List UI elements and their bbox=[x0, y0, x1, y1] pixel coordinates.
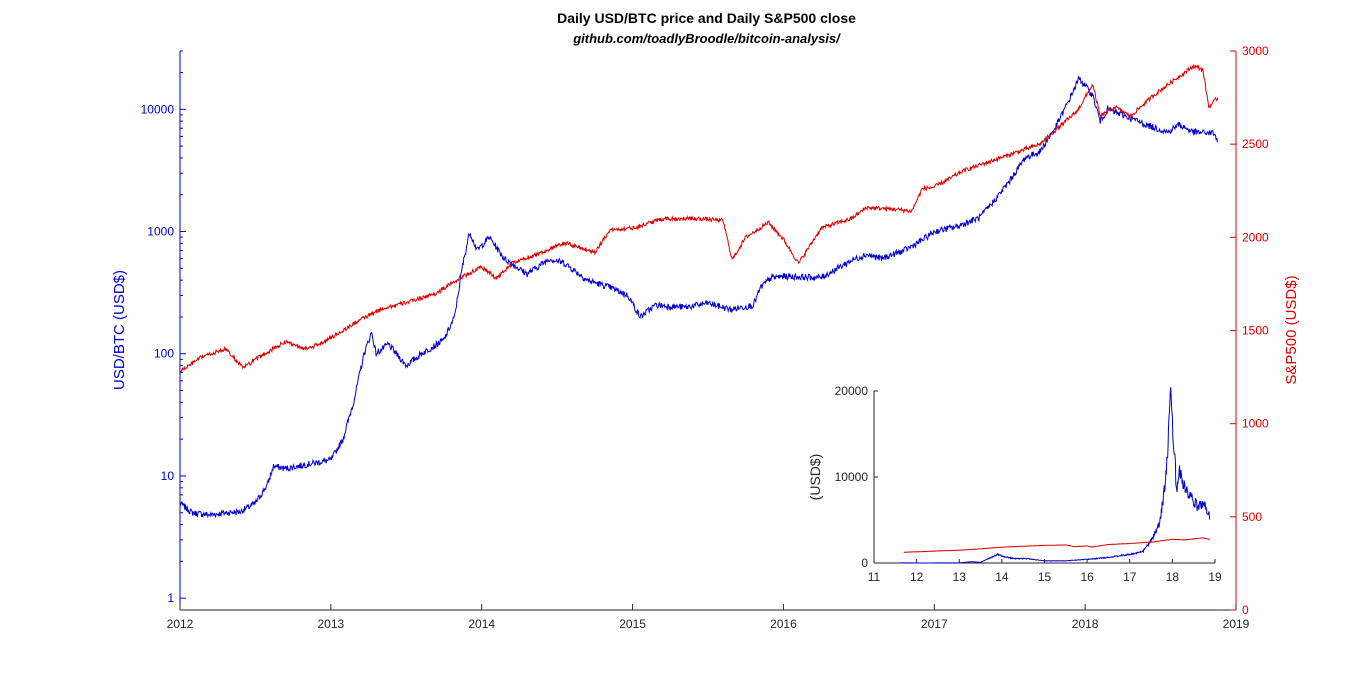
y-right-tick-label: 1500 bbox=[1242, 324, 1269, 338]
btc-price-line bbox=[179, 75, 1219, 519]
y-left-axis-label: USD/BTC (USD$) bbox=[111, 270, 128, 390]
inset-x-tick-label: 11 bbox=[868, 570, 881, 584]
inset-background bbox=[874, 391, 1215, 563]
y-right-tick-label: 500 bbox=[1242, 510, 1262, 524]
y-left-tick-label: 1000 bbox=[147, 225, 174, 239]
inset-y-tick-label: 0 bbox=[861, 556, 868, 570]
x-tick-label: 2015 bbox=[619, 617, 646, 631]
x-tick-label: 2016 bbox=[770, 617, 797, 631]
y-right-tick-label: 1000 bbox=[1242, 417, 1269, 431]
y-right-axis-label: S&P500 (USD$) bbox=[1283, 275, 1300, 384]
y-left-tick-label: 1 bbox=[167, 591, 174, 605]
inset-x-tick-label: 17 bbox=[1123, 570, 1137, 584]
inset-x-tick-label: 16 bbox=[1080, 570, 1094, 584]
inset-plot: 11 12 13 14 15 16 17 18 19 0 10000 20000 (USD$) bbox=[807, 384, 1222, 584]
y-right-tick-label: 2500 bbox=[1242, 137, 1269, 151]
inset-x-tick-label: 12 bbox=[910, 570, 924, 584]
y-right-tick-label: 3000 bbox=[1242, 44, 1269, 58]
y-left-tick-label: 100 bbox=[154, 347, 174, 361]
y-right-tick-label: 0 bbox=[1242, 603, 1249, 617]
x-tick-label: 2019 bbox=[1223, 617, 1250, 631]
x-tick-label: 2012 bbox=[167, 617, 194, 631]
inset-y-tick-label: 10000 bbox=[835, 470, 869, 484]
x-tick-label: 2018 bbox=[1072, 617, 1099, 631]
x-tick-label: 2013 bbox=[318, 617, 345, 631]
y-left-tick-label: 10000 bbox=[141, 102, 175, 116]
inset-x-tick-label: 14 bbox=[995, 570, 1009, 584]
inset-x-tick-label: 15 bbox=[1038, 570, 1052, 584]
inset-btc-price-line bbox=[899, 387, 1211, 564]
chart-title: Daily USD/BTC price and Daily S&P500 clo… bbox=[557, 10, 856, 26]
inset-x-tick-label: 18 bbox=[1166, 570, 1180, 584]
x-tick-label: 2017 bbox=[921, 617, 948, 631]
main-plot: 2012 2013 2014 2015 2016 2017 2018 201911010010… bbox=[111, 44, 1300, 631]
inset-y-tick-label: 20000 bbox=[835, 384, 869, 398]
y-left-tick-label: 10 bbox=[161, 469, 175, 483]
inset-y-axis-label: (USD$) bbox=[807, 454, 823, 501]
y-right-tick-label: 2000 bbox=[1242, 230, 1269, 244]
inset-x-tick-label: 13 bbox=[953, 570, 967, 584]
sp500-close-line bbox=[180, 64, 1219, 373]
chart-subtitle: github.com/toadlyBroodle/bitcoin-analysi… bbox=[573, 31, 840, 46]
inset-x-tick-label: 19 bbox=[1208, 570, 1222, 584]
x-tick-label: 2014 bbox=[468, 617, 495, 631]
inset-sp500-close-line bbox=[903, 537, 1211, 553]
